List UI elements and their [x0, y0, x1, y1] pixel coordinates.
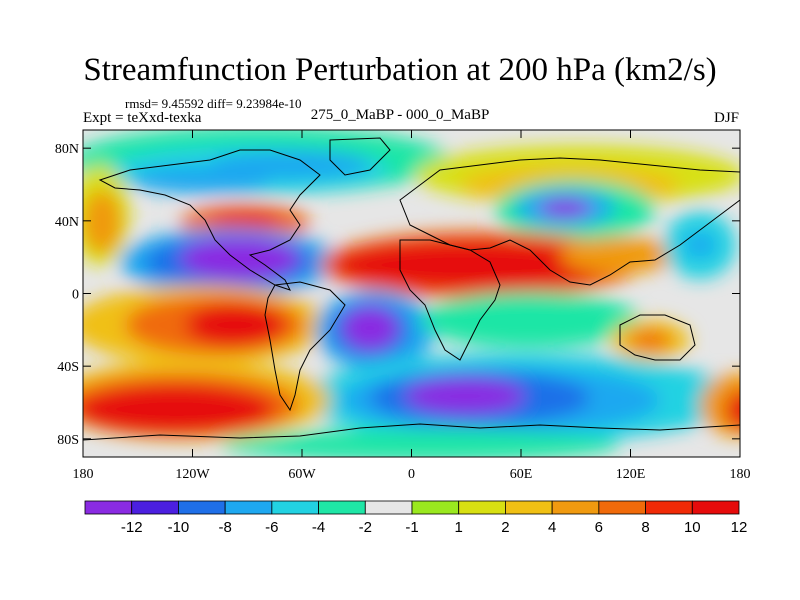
colorbar-label: -1 — [405, 519, 418, 536]
colorbar-label: -2 — [359, 519, 372, 536]
longitude-axis: 180 120W 60W 0 60E 120E 180 — [73, 130, 751, 482]
colorbar-swatch — [84, 500, 133, 515]
colorbar-label: -6 — [265, 519, 278, 536]
latitude-axis: 80N 40N 0 40S 80S — [55, 142, 740, 448]
lon-tick-label: 60E — [510, 467, 533, 482]
colorbar-swatch — [271, 500, 319, 515]
colorbar-swatch — [691, 500, 740, 515]
colorbar-swatch — [178, 500, 226, 515]
lon-tick-label: 180 — [73, 467, 94, 482]
colorbar-label: 10 — [684, 519, 701, 536]
colorbar-label: -10 — [168, 519, 190, 536]
colorbar-label: 8 — [641, 519, 649, 536]
colorbar-swatch — [318, 500, 366, 515]
lon-tick-label: 120E — [616, 467, 646, 482]
lon-tick-label: 120W — [175, 467, 210, 482]
colorbar-label: 4 — [548, 519, 556, 536]
streamfunction-field — [83, 130, 740, 457]
coastlines — [83, 137, 740, 441]
colorbar-swatch — [645, 500, 693, 515]
colorbar-label: 6 — [595, 519, 603, 536]
period-label: 275_0_MaBP - 000_0_MaBP — [310, 107, 490, 123]
lat-tick-label: 0 — [72, 288, 79, 303]
lat-tick-label: 80N — [55, 142, 79, 157]
colorbar: -12 -10 -8 -6 -4 -2 -1 1 2 4 6 8 10 12 — [84, 500, 748, 536]
colorbar-label: 12 — [731, 519, 748, 536]
experiment-label: Expt = teXxd-texka — [83, 110, 202, 126]
colorbar-swatch — [505, 500, 553, 515]
colorbar-label: 1 — [455, 519, 463, 536]
colorbar-label: -12 — [121, 519, 143, 536]
season-label: DJF — [713, 110, 739, 126]
colorbar-swatch — [131, 500, 179, 515]
lon-tick-label: 60W — [288, 467, 316, 482]
colorbar-label: -4 — [312, 519, 325, 536]
colorbar-swatch — [364, 500, 413, 515]
colorbar-swatch — [458, 500, 506, 515]
stats-label: rmsd= 9.45592 diff= 9.23984e-10 — [125, 96, 302, 111]
lon-tick-label: 0 — [408, 467, 415, 482]
lat-tick-label: 80S — [57, 433, 79, 448]
colorbar-swatch — [411, 500, 460, 515]
map-title: Streamfunction Perturbation at 200 hPa (… — [83, 52, 717, 88]
colorbar-swatch — [224, 500, 273, 515]
colorbar-label: 2 — [501, 519, 509, 536]
lat-tick-label: 40S — [57, 360, 79, 375]
colorbar-label: -8 — [218, 519, 231, 536]
lat-tick-label: 40N — [55, 215, 79, 230]
lon-tick-label: 180 — [730, 467, 751, 482]
colorbar-swatch — [598, 500, 646, 515]
colorbar-swatch — [551, 500, 600, 515]
